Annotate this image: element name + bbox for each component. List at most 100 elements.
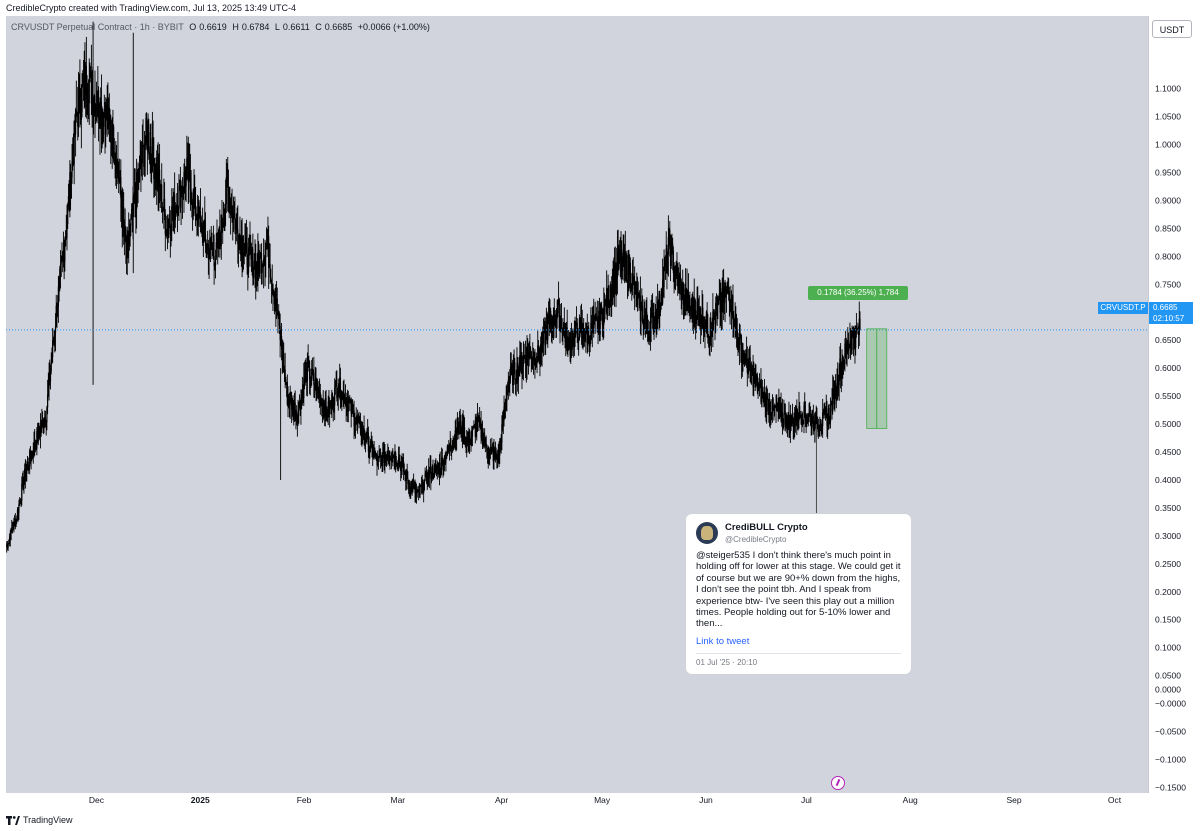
candle-body [200,216,202,234]
candle-body [14,521,16,527]
candle-body [456,433,458,440]
candle-body [87,98,89,100]
candle-body [632,273,634,277]
candle-body [166,228,169,235]
candle-body [588,327,590,339]
avatar [696,522,718,544]
candle-body [281,349,283,361]
candle-body [730,305,732,307]
candle-body [431,467,433,478]
candle-body [522,356,525,367]
time-axis[interactable]: Dec 2025 Feb Mar Apr May Jun Jul Aug Sep Oct [6,793,1148,807]
ohlc-legend: CRVUSDT Perpetual Contract · 1h · BYBIT … [11,22,433,32]
price-axis[interactable]: 1.1000 1.0500 1.0000 0.9500 0.9000 0.8500 0.80… [1148,16,1200,793]
candle-body [500,440,502,443]
candle-body [832,389,835,391]
candle-body [705,311,708,323]
candle-body [807,418,809,422]
candle-body [26,461,29,466]
candle-body [631,288,633,291]
candle-body [10,528,12,541]
candle-body [760,382,762,402]
candle-body [275,298,278,308]
candle-body [481,429,483,439]
candle-body [600,305,602,321]
candle-body [596,318,598,320]
candle-body [823,409,825,412]
candle-body [223,222,225,225]
candle-body [433,465,436,478]
candle-body [90,71,92,73]
candle-body [593,317,596,320]
candle-body [226,177,228,178]
candle-body [363,428,365,438]
candle-body [514,379,517,381]
candle-body [242,255,244,258]
candle-body [746,362,748,373]
candle-body [225,177,227,205]
candle-body [312,372,314,376]
tweet-divider [696,653,901,654]
candle-body [854,341,856,348]
candle-body [443,464,445,469]
candle-body [562,327,564,334]
candle-body [737,333,739,348]
candle-body [130,208,133,219]
candle-body [638,295,640,298]
candle-body [617,252,619,269]
y-tick-label: 1.0000 [1155,140,1181,150]
candle-body [460,420,462,435]
candle-body [532,356,534,360]
candle-body [813,428,815,430]
tweet-text: @steiger535 I don't think there's much p… [696,550,901,630]
candle-body [592,322,594,328]
candle-body [493,449,495,462]
candle-body [231,206,233,216]
candle-body [268,264,270,268]
legend-high-label: H [232,22,239,32]
candle-body [428,470,431,478]
tradingview-logo[interactable]: TradingView [6,815,73,825]
candle-body [217,238,219,249]
candle-body [441,457,443,471]
candle-body [95,104,98,112]
candle-body [136,172,138,184]
candle-body [402,461,405,472]
candle-body [235,219,237,230]
candle-body [436,468,438,471]
candle-body [685,288,687,306]
flag-marker-icon[interactable] [831,776,845,790]
candle-body [765,395,767,412]
candle-body [618,255,620,269]
candle-body [446,446,448,456]
candle-body [596,318,598,333]
candle-body [210,241,212,250]
candle-body [559,319,561,329]
candle-body [367,431,369,433]
candle-body [130,218,132,226]
candle-body [846,342,848,352]
candle-body [831,403,833,412]
candle-body [573,330,575,348]
candle-body [372,445,374,458]
y-tick-label: 0.5500 [1155,391,1181,401]
tweet-link[interactable]: Link to tweet [696,636,750,647]
candle-body [39,426,42,436]
candle-body [11,529,14,531]
candle-body [406,470,408,478]
currency-selector[interactable]: USDT [1152,20,1192,38]
candle-body [630,285,632,291]
candle-body [326,407,328,417]
candle-body [586,330,588,344]
candle-body [372,456,375,458]
candle-body [219,230,221,240]
candle-body [452,444,454,448]
candle-body [52,339,54,357]
candle-body [426,481,428,484]
candle-body [787,415,789,420]
plot-area[interactable] [6,16,1148,793]
price-chart[interactable] [6,16,1148,793]
candle-body [499,440,502,443]
candle-body [842,360,844,371]
candle-body [551,319,553,327]
